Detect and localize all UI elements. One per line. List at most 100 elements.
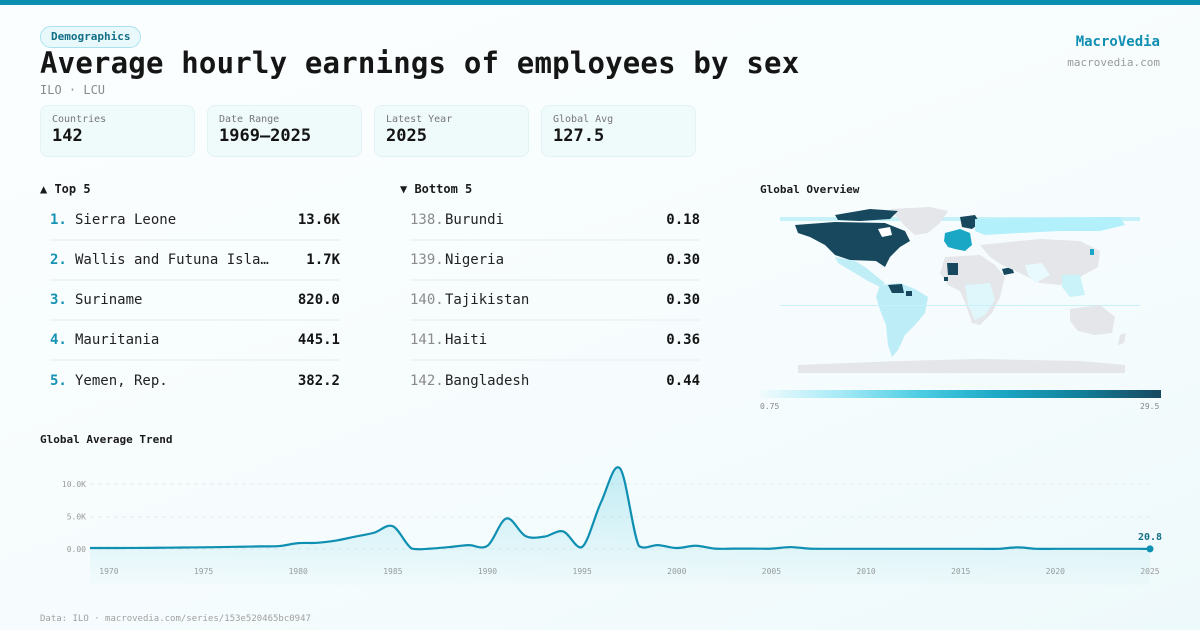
- top5-title: ▲ Top 5: [40, 182, 91, 196]
- map-region-suriname[interactable]: [906, 291, 912, 296]
- map-region-antarctica[interactable]: [798, 359, 1125, 373]
- list-item[interactable]: 4. Mauritania 445.1: [50, 321, 340, 361]
- country-name: Yemen, Rep.: [75, 373, 168, 389]
- rank-number: 5.: [50, 373, 67, 389]
- list-item[interactable]: 2. Wallis and Futuna Isla… 1.7K: [50, 241, 340, 281]
- trend-title: Global Average Trend: [40, 433, 173, 446]
- stat-value: 127.5: [553, 126, 605, 146]
- country-name: Mauritania: [75, 332, 160, 348]
- y-axis-labels: 0.00 5.0K 10.0K: [62, 480, 86, 554]
- map-region-central-america[interactable]: [835, 257, 885, 287]
- rank-number: 138.: [410, 212, 444, 228]
- country-name: Bangladesh: [445, 373, 530, 389]
- map-region-venezuela[interactable]: [888, 284, 904, 293]
- svg-text:5.0K: 5.0K: [67, 513, 86, 522]
- country-value: 0.30: [666, 292, 700, 308]
- page-title: Average hourly earnings of employees by …: [40, 46, 800, 80]
- stat-date-range: Date Range 1969–2025: [207, 105, 362, 157]
- map-region-korea[interactable]: [1090, 249, 1094, 255]
- top5-list: 1. Sierra Leone 13.6K 2. Wallis and Futu…: [50, 201, 340, 401]
- country-name: Wallis and Futuna Isla…: [75, 252, 269, 268]
- list-item[interactable]: 5. Yemen, Rep. 382.2: [50, 361, 340, 401]
- stat-label: Countries: [52, 114, 107, 125]
- stat-value: 142: [52, 126, 83, 146]
- country-value: 0.30: [666, 252, 700, 268]
- legend-max: 29.5: [1140, 402, 1160, 411]
- stat-value: 2025: [386, 126, 427, 146]
- country-name: Haiti: [445, 332, 488, 348]
- latest-point-marker[interactable]: [1146, 545, 1154, 553]
- brand-url[interactable]: macrovedia.com: [1067, 56, 1160, 69]
- map-region-india[interactable]: [1025, 263, 1050, 283]
- map-region-asia[interactable]: [980, 239, 1100, 285]
- country-value: 0.44: [666, 373, 700, 389]
- country-value: 1.7K: [306, 252, 340, 268]
- bottom5-list: 138. Burundi 0.18 139. Nigeria 0.30 140.…: [410, 201, 700, 401]
- map-title: Global Overview: [760, 183, 860, 196]
- legend-min: 0.75: [760, 402, 780, 411]
- list-item[interactable]: 140. Tajikistan 0.30: [410, 281, 700, 321]
- list-item[interactable]: 1. Sierra Leone 13.6K: [50, 201, 340, 241]
- color-scale-bar: [760, 390, 1161, 398]
- country-name: Suriname: [75, 292, 143, 308]
- stat-countries: Countries 142: [40, 105, 195, 157]
- map-region-europe[interactable]: [944, 229, 972, 251]
- svg-text:0.00: 0.00: [67, 545, 86, 554]
- list-item[interactable]: 141. Haiti 0.36: [410, 321, 700, 361]
- category-tag[interactable]: Demographics: [40, 26, 142, 48]
- map-region-sierra-leone[interactable]: [944, 277, 948, 281]
- top-accent-bar: [0, 0, 1200, 5]
- map-region-mauritania[interactable]: [947, 263, 958, 275]
- stat-global-avg: Global Avg 127.5: [541, 105, 696, 157]
- country-value: 445.1: [297, 332, 340, 348]
- rank-number: 140.: [410, 292, 444, 308]
- world-choropleth-map[interactable]: [780, 205, 1140, 375]
- latest-value-label: 20.8: [1138, 532, 1162, 543]
- stat-label: Global Avg: [553, 114, 614, 125]
- rank-number: 2.: [50, 252, 67, 268]
- country-value: 13.6K: [297, 212, 340, 228]
- country-name: Nigeria: [445, 252, 505, 268]
- rank-number: 142.: [410, 373, 444, 389]
- rank-number: 141.: [410, 332, 444, 348]
- map-region-hudson-bay: [878, 227, 892, 237]
- map-region-south-america[interactable]: [876, 283, 928, 357]
- stats-row: Countries 142 Date Range 1969–2025 Lates…: [40, 105, 696, 157]
- bottom5-title: ▼ Bottom 5: [400, 182, 473, 196]
- country-value: 0.18: [666, 212, 700, 228]
- map-region: [780, 217, 1140, 221]
- map-region-africa-south[interactable]: [965, 283, 995, 320]
- map-region-new-zealand[interactable]: [1118, 333, 1126, 345]
- map-region-russia[interactable]: [975, 217, 1125, 235]
- map-region-australia[interactable]: [1070, 305, 1115, 335]
- map-region-southeast-asia[interactable]: [1062, 275, 1085, 297]
- page-subtitle: ILO · LCU: [40, 83, 106, 97]
- country-name: Tajikistan: [445, 292, 530, 308]
- map-region-canada-islands[interactable]: [835, 209, 898, 221]
- brand-logo[interactable]: MacroVedia: [1075, 34, 1160, 50]
- list-item[interactable]: 139. Nigeria 0.30: [410, 241, 700, 281]
- map-equator: [780, 305, 1140, 306]
- stat-value: 1969–2025: [219, 126, 312, 146]
- stat-label: Latest Year: [386, 114, 453, 125]
- rank-number: 4.: [50, 332, 67, 348]
- list-item[interactable]: 3. Suriname 820.0: [50, 281, 340, 321]
- country-name: Sierra Leone: [75, 212, 177, 228]
- stat-latest-year: Latest Year 2025: [374, 105, 529, 157]
- country-value: 0.36: [666, 332, 700, 348]
- stat-label: Date Range: [219, 114, 280, 125]
- trend-area: [90, 467, 1150, 585]
- country-value: 382.2: [297, 373, 340, 389]
- map-region-greenland[interactable]: [890, 207, 948, 235]
- country-name: Burundi: [445, 212, 505, 228]
- source-footer: Data: ILO · macrovedia.com/series/153e52…: [40, 614, 311, 624]
- trend-line: [89, 466, 1151, 551]
- list-item[interactable]: 138. Burundi 0.18: [410, 201, 700, 241]
- map-region-north-america[interactable]: [795, 222, 910, 267]
- list-item[interactable]: 142. Bangladesh 0.44: [410, 361, 700, 401]
- rank-number: 139.: [410, 252, 444, 268]
- country-value: 820.0: [297, 292, 340, 308]
- svg-text:2025: 2025: [1140, 567, 1159, 576]
- svg-text:10.0K: 10.0K: [62, 480, 86, 489]
